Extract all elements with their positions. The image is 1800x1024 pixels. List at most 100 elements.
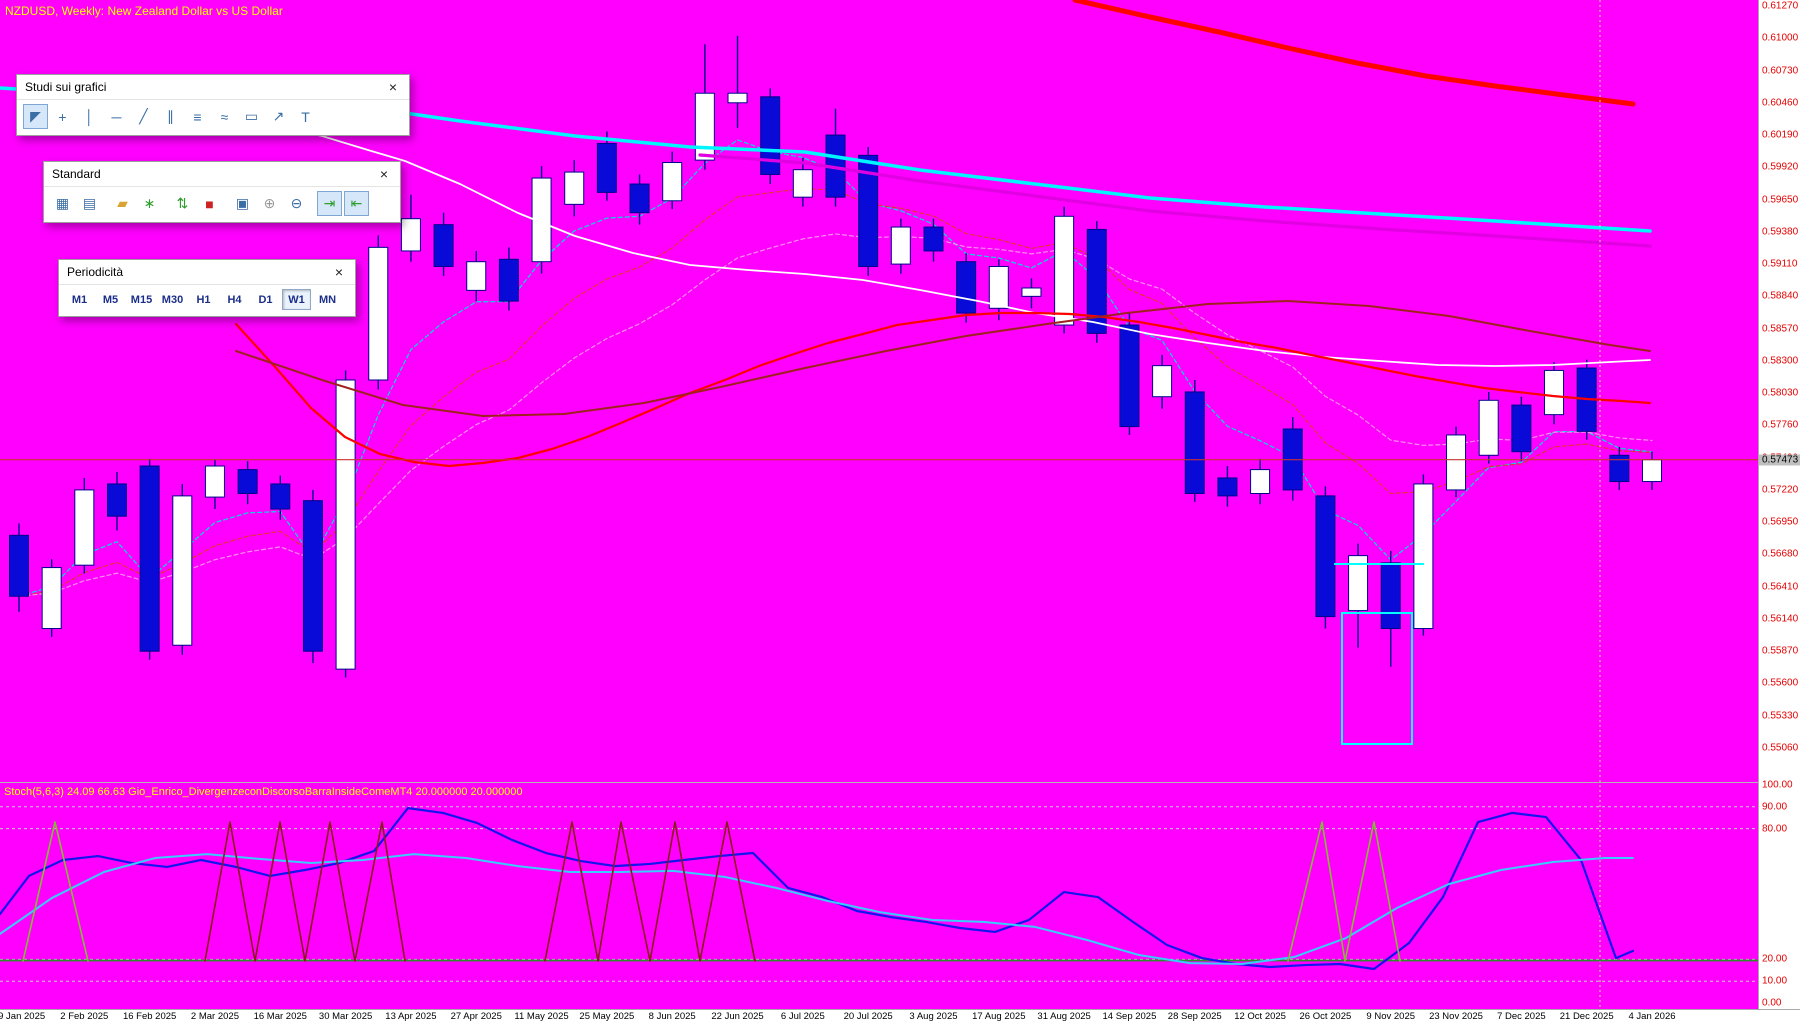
tool-vertical-line-button[interactable]: │ [77,104,102,129]
time-axis-label: 16 Feb 2025 [122,1011,177,1022]
tool-crosshair-button[interactable]: + [50,104,75,129]
time-axis-label: 21 Dec 2025 [1559,1011,1614,1022]
expert-advisors-button[interactable]: ∗ [137,191,162,216]
new-order-button[interactable]: ⇅ [170,191,195,216]
candlestick [1021,287,1042,297]
time-axis-label: 2 Feb 2025 [60,1011,109,1022]
time-axis-label: 25 May 2025 [579,1011,635,1022]
time-axis-label: 3 Aug 2025 [909,1011,958,1022]
ema-slow-dashed-pink [18,233,1653,597]
time-axis[interactable]: 19 Jan 2025 2 Feb 2025 16 Feb 2025 2 Mar 20… [0,1009,1800,1024]
rectangle-icon: ▭ [244,108,259,124]
autotrading-stop-button[interactable]: ■ [197,191,222,216]
timeframe-d1-button[interactable]: D1 [258,293,273,306]
candlestick [498,258,519,302]
timeframe-w1-button[interactable]: W1 [282,289,311,310]
ema-mid-dashed-red [18,187,1653,597]
indicator-label: Stoch(5,6,3) 24.09 66.63 Gio_Enrico_Dive… [4,786,523,798]
standard-toolbar[interactable]: Standard × ▦ ▤ ▰ ∗ ⇅ ■ ▣ ⊕ ⊖ ⇥ ⇤ [43,161,401,223]
tool-fibonacci-retracement-button[interactable]: ≡ [185,104,210,129]
price-scale-label: 0.55330 [1762,710,1799,722]
price-scale-label: 0.56680 [1762,548,1799,560]
tool-equidistant-channel-button[interactable]: ∥ [158,104,183,129]
time-axis-label: 31 Aug 2025 [1037,1011,1091,1022]
line-studies-toolbar[interactable]: Studi sui grafici × ◤ + │ ─ ╱ ∥ ≡ ≈ ▭ ↗ T [16,74,410,136]
indicator-scale-label: 80.00 [1762,823,1788,835]
timeframe-h4-button[interactable]: H4 [227,293,242,306]
candlestick [270,483,291,510]
time-axis-label: 26 Oct 2025 [1299,1011,1352,1022]
price-scale-label: 0.60190 [1762,129,1799,141]
candlestick [890,226,911,265]
close-icon[interactable]: × [388,79,398,95]
history-folder-button[interactable]: ▰ [110,191,135,216]
tool-trend-line-button[interactable]: ╱ [131,104,156,129]
line-studies-title: Studi sui grafici [25,80,107,94]
timeframe-m5-button[interactable]: M5 [102,293,119,306]
timeframe-m15-button[interactable]: M15 [130,293,153,306]
ema-fast-dashed-aqua [18,139,1653,597]
data-window-icon: ▣ [235,195,250,211]
chart-shift-icon: ⇤ [350,195,363,211]
candlestick [335,379,356,670]
ma-magenta-thick [698,153,1652,248]
time-axis-label: 23 Nov 2025 [1429,1011,1483,1022]
candlestick [792,169,813,198]
price-scale-label: 0.56410 [1762,581,1799,593]
close-icon[interactable]: × [379,166,389,182]
standard-titlebar[interactable]: Standard × [44,162,400,186]
zoom-in-icon: ⊕ [263,195,276,211]
candlestick [629,183,650,214]
timeframe-m1-button[interactable]: M1 [71,293,88,306]
zoom-in-button[interactable]: ⊕ [257,191,282,216]
timeframe-mn-button[interactable]: MN [318,293,337,306]
time-axis-label: 6 Jul 2025 [780,1011,825,1022]
timeframe-m30-button[interactable]: M30 [161,293,184,306]
auto-scroll-button[interactable]: ⇥ [317,191,342,216]
candlestick [727,92,748,104]
tool-text-button[interactable]: T [293,104,318,129]
tool-cycle-lines-button[interactable]: ≈ [212,104,237,129]
tool-cursor-button[interactable]: ◤ [23,104,48,129]
data-window-button[interactable]: ▣ [230,191,255,216]
time-axis-label: 9 Nov 2025 [1366,1011,1416,1022]
tool-horizontal-line-button[interactable]: ─ [104,104,129,129]
price-scale-label: 0.58570 [1762,323,1799,335]
vertical-line-icon: │ [85,108,94,125]
timeframe-h1-button[interactable]: H1 [196,293,211,306]
periodicity-titlebar[interactable]: Periodicità × [59,260,355,284]
price-scale-label: 0.59920 [1762,161,1799,173]
time-axis-label: 22 Jun 2025 [711,1011,764,1022]
divergence-maroon-zigzag [544,821,756,962]
time-axis-label: 30 Mar 2025 [318,1011,373,1022]
tool-rectangle-button[interactable]: ▭ [239,104,264,129]
candlestick [368,246,389,381]
profiles-button[interactable]: ▤ [77,191,102,216]
indicator-separator [0,782,1758,783]
cycle-lines-icon: ≈ [220,108,229,125]
ma-red-top-thick [1072,0,1636,107]
price-scale-label: 0.61270 [1762,0,1799,12]
candlestick [662,162,683,202]
price-scale-label: 0.58840 [1762,290,1799,302]
periodicity-toolbar[interactable]: Periodicità × M1 M5 M15 M30 H1 H4 D1 W1 MN [58,259,356,317]
pattern-box [1341,612,1413,745]
new-chart-button[interactable]: ▦ [50,191,75,216]
candlestick [1380,562,1401,630]
ma-dark-red [235,300,1651,417]
tool-arrows-button[interactable]: ↗ [266,104,291,129]
chart-shift-button[interactable]: ⇤ [344,191,369,216]
price-scale-label: 0.59110 [1762,258,1798,270]
time-axis-label: 7 Dec 2025 [1497,1011,1546,1022]
line-studies-titlebar[interactable]: Studi sui grafici × [17,75,409,99]
zoom-out-button[interactable]: ⊖ [284,191,309,216]
price-scale-label: 0.55600 [1762,677,1799,689]
candlestick [1609,454,1630,483]
indicator-scale-label: 20.00 [1762,953,1788,965]
price-scale[interactable]: 0.61270 0.61000 0.60730 0.60460 0.60190 0.599… [1758,0,1800,1009]
close-icon[interactable]: × [334,264,344,280]
price-scale-label: 0.60460 [1762,97,1799,109]
equidistant-channel-icon: ∥ [167,108,174,124]
